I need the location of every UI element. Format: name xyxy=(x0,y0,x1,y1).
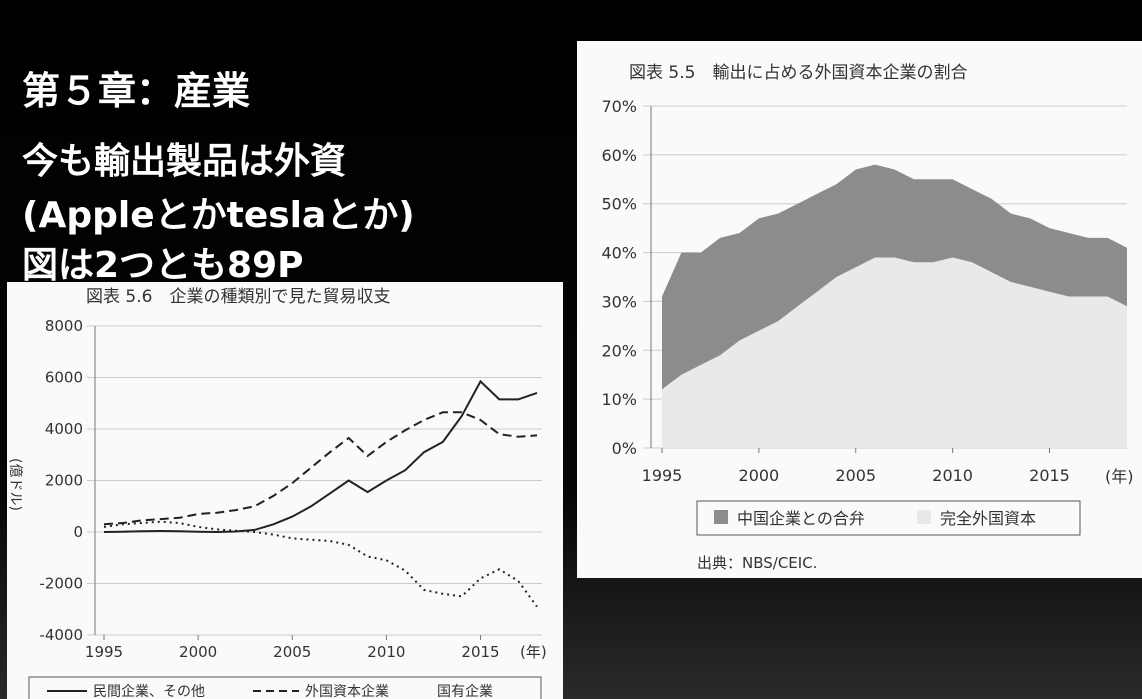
legend-label-private: 民間企業、その他 xyxy=(93,683,205,699)
x-tick-labels: 1995 2000 2005 2010 2015 xyxy=(642,448,1070,485)
gridlines xyxy=(87,325,542,636)
line-series xyxy=(103,379,538,608)
chart-panel-trade-balance: 図表 5.6 企業の種類別で見た貿易収支 -4000 -2000 0 2000 4000… xyxy=(7,282,563,699)
y-tick-label: 0 xyxy=(73,523,83,541)
x-tick-label: 2015 xyxy=(461,643,499,661)
area-series xyxy=(662,164,1127,448)
legend-box xyxy=(28,676,542,699)
y-tick-label: 4000 xyxy=(45,420,83,438)
y-tick-label: 6000 xyxy=(45,369,83,387)
x-tick-label: 2000 xyxy=(739,466,780,485)
x-tick-label: 2010 xyxy=(932,466,973,485)
legend-swatch-joint-venture xyxy=(714,510,728,524)
legend-label-foreign: 外国資本企業 xyxy=(305,683,389,699)
y-tick-label: 2000 xyxy=(45,472,83,490)
y-tick-label: 70% xyxy=(601,97,637,116)
x-unit-label: (年) xyxy=(1105,467,1134,486)
line-state xyxy=(103,520,538,608)
y-axis-label: (億ドル) xyxy=(7,458,23,511)
chart-panel-foreign-share: 図表 5.5 輸出に占める外国資本企業の割合 0% 10% 20% 30% 40% 50%… xyxy=(577,41,1142,578)
x-tick-labels: 1995 2000 2005 2010 2015 xyxy=(85,635,500,661)
area-wholly-foreign xyxy=(662,257,1127,448)
area-joint-venture xyxy=(662,164,1127,390)
x-tick-label: 1995 xyxy=(642,466,683,485)
line-private xyxy=(103,379,538,534)
x-tick-label: 2000 xyxy=(179,643,217,661)
slide-line-3: 図は2つとも89P xyxy=(22,245,304,286)
x-tick-label: 2005 xyxy=(835,466,876,485)
slide-line-1: 今も輸出製品は外資 xyxy=(22,141,347,182)
y-tick-label: 60% xyxy=(601,146,637,165)
x-tick-label: 2010 xyxy=(367,643,405,661)
y-tick-label: -2000 xyxy=(39,575,83,593)
x-tick-label: 2005 xyxy=(273,643,311,661)
x-tick-label: 1995 xyxy=(85,643,123,661)
x-tick-label: 2015 xyxy=(1029,466,1070,485)
y-tick-label: 30% xyxy=(601,292,637,311)
chart-title: 図表 5.6 企業の種類別で見た貿易収支 xyxy=(86,287,390,307)
legend-swatch-wholly-foreign xyxy=(917,510,931,524)
line-foreign xyxy=(103,411,538,526)
y-tick-label: 40% xyxy=(601,244,637,263)
y-tick-label: 0% xyxy=(612,439,637,458)
legend-label-wholly-foreign: 完全外国資本 xyxy=(940,509,1036,528)
y-tick-label: 10% xyxy=(601,390,637,409)
chart-title: 図表 5.5 輸出に占める外国資本企業の割合 xyxy=(629,63,967,83)
slide-line-2: (Appleとかteslaとか) xyxy=(22,195,415,236)
legend-box xyxy=(696,500,1081,536)
legend-label-joint-venture: 中国企業との合弁 xyxy=(737,509,865,528)
x-unit-label: (年) xyxy=(520,643,547,661)
trade-balance-line-chart: 図表 5.6 企業の種類別で見た貿易収支 -4000 -2000 0 2000 4000… xyxy=(7,287,547,699)
y-tick-labels: -4000 -2000 0 2000 4000 6000 8000 xyxy=(39,317,83,644)
y-tick-label: 8000 xyxy=(45,317,83,335)
y-tick-label: 50% xyxy=(601,195,637,214)
legend-label-state: 国有企業 xyxy=(437,683,493,699)
y-tick-labels: 0% 10% 20% 30% 40% 50% 60% 70% xyxy=(601,97,637,458)
source-note: 出典：NBS/CEIC. xyxy=(697,554,817,572)
y-tick-label: 20% xyxy=(601,341,637,360)
slide-title: 第５章：産業 xyxy=(22,69,251,113)
foreign-share-area-chart: 図表 5.5 輸出に占める外国資本企業の割合 0% 10% 20% 30% 40% 50%… xyxy=(601,63,1134,572)
y-tick-label: -4000 xyxy=(39,626,83,644)
